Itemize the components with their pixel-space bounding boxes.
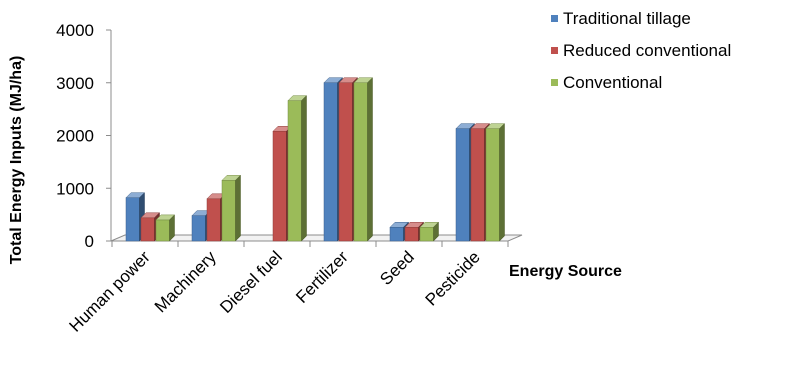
bar-front xyxy=(140,217,155,242)
y-tick-label: 2000 xyxy=(56,127,94,146)
bar-front xyxy=(389,227,404,242)
bar-front xyxy=(419,227,434,242)
y-tick-label: 4000 xyxy=(56,21,94,40)
legend-swatch xyxy=(551,47,558,54)
bar-front xyxy=(338,82,353,242)
legend: Traditional tillage Reduced conventional C… xyxy=(551,9,731,92)
bar-front xyxy=(485,128,500,242)
bar xyxy=(419,221,440,242)
y-axis: 0 1000 2000 3000 4000 xyxy=(56,21,112,251)
bar-side xyxy=(301,95,307,242)
legend-swatch xyxy=(551,15,558,22)
bar-front xyxy=(191,215,206,242)
x-tick-label: Seed xyxy=(376,247,418,289)
legend-label: Reduced conventional xyxy=(563,41,731,60)
x-axis-title: Energy Source xyxy=(509,263,622,280)
y-tick-label: 0 xyxy=(85,232,94,251)
bar-front xyxy=(155,219,170,242)
bar-front xyxy=(221,180,236,242)
x-tick-label: Fertilizer xyxy=(292,247,352,307)
legend-swatch xyxy=(551,79,558,86)
legend-label: Traditional tillage xyxy=(563,9,691,28)
bar-side xyxy=(433,221,439,242)
bar xyxy=(221,174,242,242)
bar xyxy=(155,214,176,242)
bar-front xyxy=(470,128,485,242)
x-tick-label: Diesel fuel xyxy=(216,247,286,317)
bar-side xyxy=(169,214,175,242)
bar-front xyxy=(206,198,221,242)
bar xyxy=(287,95,308,242)
bar-side xyxy=(235,174,241,242)
bar xyxy=(485,123,506,242)
legend-label: Conventional xyxy=(563,73,662,92)
bar-front xyxy=(287,100,302,242)
bar-front xyxy=(125,197,140,242)
bar-front xyxy=(455,128,470,242)
bar-front xyxy=(353,82,368,242)
bar-front xyxy=(404,227,419,242)
y-tick-label: 1000 xyxy=(56,179,94,198)
bar-front xyxy=(272,131,287,242)
x-tick-label: Pesticide xyxy=(422,247,484,309)
y-tick-label: 3000 xyxy=(56,74,94,93)
bar xyxy=(353,77,374,242)
bar-group xyxy=(125,77,506,242)
y-axis-title: Total Energy Inputs (MJ/ha) xyxy=(8,56,25,265)
x-tick-label: Human power xyxy=(66,247,155,336)
bar-side xyxy=(499,123,505,242)
x-tick-label: Machinery xyxy=(151,247,220,316)
bar-side xyxy=(367,77,373,242)
bar-front xyxy=(323,82,338,242)
